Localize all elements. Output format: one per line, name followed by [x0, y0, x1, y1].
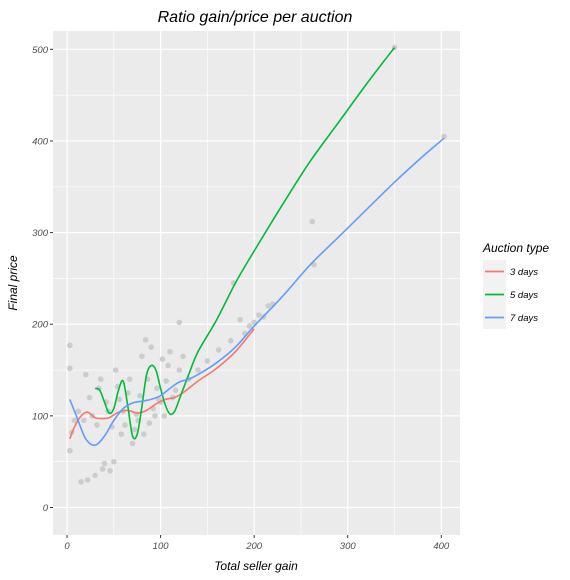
data-point [140, 431, 147, 438]
data-point [159, 356, 166, 362]
data-point [163, 378, 170, 384]
data-point [71, 417, 78, 424]
data-point [142, 337, 149, 343]
data-point [172, 387, 179, 394]
data-point [161, 413, 168, 419]
legend-label: 5 days [510, 290, 538, 301]
data-point [139, 353, 145, 360]
legend-items: 3 days 5 days 7 days [483, 260, 538, 329]
y-tick-label: 100 [32, 411, 49, 422]
y-axis-ticks: 0 100 200 300 400 500 [31, 45, 53, 514]
data-point [256, 312, 262, 318]
series-line-3-days [69, 328, 255, 440]
x-tick-label: 100 [153, 541, 170, 552]
data-point [67, 447, 73, 454]
y-tick-label: 500 [32, 45, 49, 56]
data-point [309, 218, 315, 225]
data-point [441, 133, 447, 140]
plot-panel [53, 31, 460, 535]
y-tick-label: 400 [32, 136, 49, 147]
data-point [129, 440, 136, 447]
data-point [154, 385, 160, 392]
y-tick-label: 300 [32, 228, 49, 239]
data-point [165, 362, 171, 369]
data-point [167, 348, 173, 355]
data-point [152, 413, 158, 419]
data-point [67, 342, 73, 349]
data-point [122, 422, 128, 428]
data-point [111, 458, 117, 465]
data-point [176, 367, 183, 373]
data-point [78, 479, 84, 485]
data-point [67, 365, 73, 372]
y-tick-label: 200 [31, 320, 49, 331]
series-line-5-days [94, 47, 396, 440]
data-point [148, 344, 155, 350]
data-point [94, 422, 100, 428]
x-axis-label: Total seller gain [214, 559, 298, 573]
data-point [146, 420, 153, 427]
data-point [112, 367, 119, 373]
data-point [84, 477, 91, 483]
x-tick-label: 0 [64, 541, 70, 552]
legend-label: 3 days [510, 267, 538, 278]
data-point [116, 396, 123, 403]
data-point [131, 426, 138, 433]
data-point [118, 431, 125, 438]
data-point [176, 319, 183, 326]
data-point [92, 472, 98, 479]
x-tick-label: 300 [340, 541, 357, 552]
legend-title: Auction type [482, 241, 549, 255]
data-point [126, 376, 133, 383]
chart-title: Ratio gain/price per auction [158, 9, 353, 26]
y-axis-label: Final price [6, 255, 20, 311]
y-tick-label: 0 [43, 503, 49, 514]
data-point [227, 337, 234, 344]
x-axis-ticks: 0 100 200 300 400 [64, 535, 450, 552]
x-tick-label: 200 [245, 541, 263, 552]
x-tick-label: 400 [433, 541, 450, 552]
legend: Auction type 3 days 5 days 7 days [482, 241, 549, 329]
data-point [180, 353, 186, 360]
data-point [81, 417, 87, 424]
data-point [237, 316, 243, 323]
data-point [82, 371, 89, 378]
data-point [75, 408, 82, 415]
series-line-7-days [69, 137, 445, 447]
data-point [215, 347, 222, 353]
data-point [86, 394, 93, 401]
data-point [246, 323, 253, 329]
legend-label: 7 days [510, 313, 538, 324]
data-point [97, 376, 104, 383]
smooth-lines [69, 47, 445, 447]
data-point [204, 358, 211, 364]
data-point [137, 392, 143, 399]
data-point [99, 466, 106, 472]
data-point [265, 303, 271, 309]
data-point [195, 367, 201, 373]
data-point [107, 468, 113, 474]
data-point [101, 460, 108, 467]
